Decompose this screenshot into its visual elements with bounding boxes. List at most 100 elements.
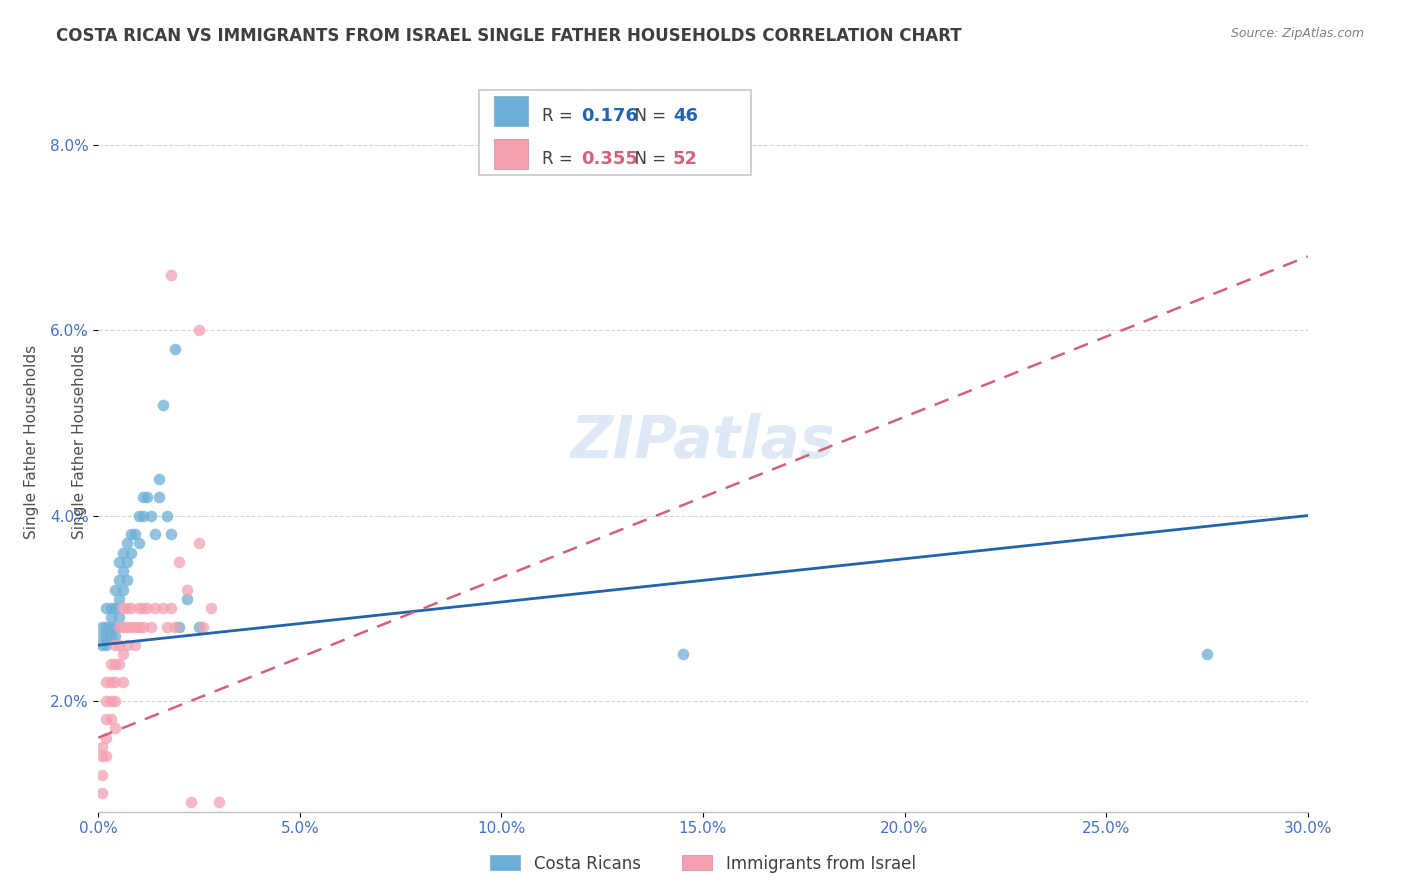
Text: N =: N = xyxy=(624,150,672,168)
Point xyxy=(111,601,134,615)
Point xyxy=(96,694,118,708)
Point xyxy=(672,648,695,662)
Point xyxy=(124,527,146,541)
Point xyxy=(91,767,114,781)
Point xyxy=(188,619,211,633)
Point xyxy=(107,555,129,569)
Text: ZIPatlas: ZIPatlas xyxy=(571,413,835,470)
Point xyxy=(115,619,138,633)
Point xyxy=(156,508,179,523)
Point xyxy=(91,629,114,643)
Point xyxy=(115,638,138,652)
Point xyxy=(107,657,129,671)
Point xyxy=(111,564,134,578)
Point xyxy=(160,527,183,541)
Point xyxy=(152,601,174,615)
Point xyxy=(163,342,186,356)
Point xyxy=(100,619,122,633)
Point xyxy=(111,545,134,560)
Point xyxy=(111,619,134,633)
Point xyxy=(120,601,142,615)
Point xyxy=(100,712,122,726)
Point xyxy=(91,638,114,652)
Point xyxy=(167,619,190,633)
Point xyxy=(128,536,150,550)
Point xyxy=(96,712,118,726)
Point xyxy=(100,601,122,615)
Point xyxy=(96,731,118,745)
Point xyxy=(100,694,122,708)
Point xyxy=(115,601,138,615)
Point xyxy=(135,490,157,504)
Point xyxy=(115,555,138,569)
Point xyxy=(103,601,125,615)
Point xyxy=(120,545,142,560)
Point xyxy=(160,601,183,615)
Point xyxy=(132,490,155,504)
Point xyxy=(100,629,122,643)
Point xyxy=(96,749,118,764)
Text: COSTA RICAN VS IMMIGRANTS FROM ISRAEL SINGLE FATHER HOUSEHOLDS CORRELATION CHART: COSTA RICAN VS IMMIGRANTS FROM ISRAEL SI… xyxy=(56,27,962,45)
Point xyxy=(111,582,134,597)
Point xyxy=(115,574,138,588)
Point xyxy=(100,675,122,690)
Point xyxy=(103,722,125,736)
Point xyxy=(188,536,211,550)
Text: 0.355: 0.355 xyxy=(581,150,638,168)
Point xyxy=(128,601,150,615)
Point xyxy=(103,582,125,597)
Point xyxy=(139,508,162,523)
Point xyxy=(107,638,129,652)
Point xyxy=(103,619,125,633)
Point xyxy=(91,786,114,800)
Text: R =: R = xyxy=(543,107,578,125)
FancyBboxPatch shape xyxy=(479,90,751,175)
Point xyxy=(156,619,179,633)
Point xyxy=(103,657,125,671)
Point xyxy=(96,619,118,633)
Text: 0.176: 0.176 xyxy=(581,107,638,125)
Point xyxy=(152,397,174,411)
Point xyxy=(148,471,170,485)
Text: Source: ZipAtlas.com: Source: ZipAtlas.com xyxy=(1230,27,1364,40)
Text: R =: R = xyxy=(543,150,578,168)
FancyBboxPatch shape xyxy=(494,96,527,126)
Point xyxy=(200,601,222,615)
Point xyxy=(176,582,198,597)
Point xyxy=(107,610,129,624)
Point xyxy=(100,657,122,671)
Point xyxy=(91,739,114,754)
Point xyxy=(208,796,231,810)
Point xyxy=(128,508,150,523)
Point xyxy=(132,619,155,633)
Point xyxy=(115,536,138,550)
Point xyxy=(111,648,134,662)
Point xyxy=(167,555,190,569)
Point xyxy=(100,610,122,624)
Y-axis label: Single Father Households: Single Father Households xyxy=(24,344,39,539)
Point xyxy=(124,638,146,652)
Point xyxy=(143,601,166,615)
Point xyxy=(1195,648,1218,662)
Point xyxy=(148,490,170,504)
Point xyxy=(128,619,150,633)
Point xyxy=(132,601,155,615)
Point xyxy=(107,591,129,606)
Point xyxy=(193,619,215,633)
Text: 46: 46 xyxy=(673,107,697,125)
Point xyxy=(132,508,155,523)
Y-axis label: Single Father Households: Single Father Households xyxy=(72,344,87,539)
Point xyxy=(96,675,118,690)
Text: N =: N = xyxy=(624,107,672,125)
Point xyxy=(103,675,125,690)
Point xyxy=(120,619,142,633)
Point xyxy=(96,601,118,615)
Point xyxy=(176,591,198,606)
Point xyxy=(91,619,114,633)
Point xyxy=(139,619,162,633)
Point xyxy=(91,749,114,764)
Text: 52: 52 xyxy=(673,150,697,168)
Point xyxy=(188,324,211,338)
Point xyxy=(103,694,125,708)
Point xyxy=(120,527,142,541)
